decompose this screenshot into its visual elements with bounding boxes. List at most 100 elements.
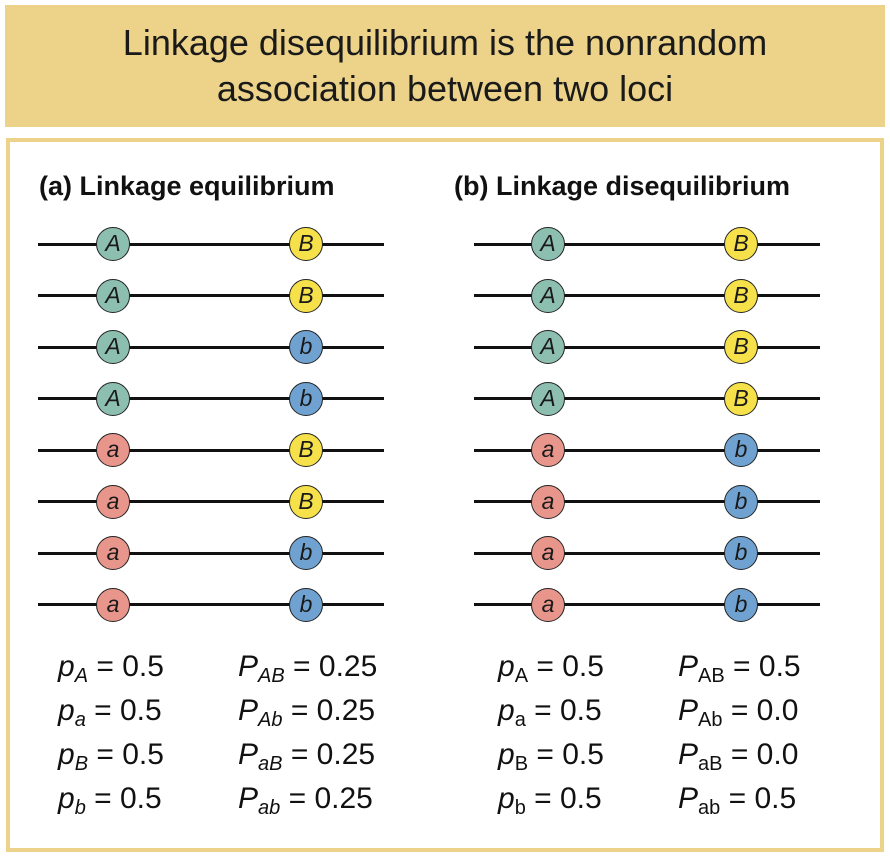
frequency-subscript: AB — [698, 665, 725, 687]
frequency-subscript: ab — [698, 797, 721, 819]
panel-b-allele-locus1: a — [531, 433, 565, 467]
panel-b-allele-locus1: A — [531, 381, 565, 416]
frequency-symbol: p — [498, 650, 515, 683]
panel-b-chromosome-line — [474, 345, 820, 349]
frequency-symbol: P — [238, 782, 259, 815]
panel-b-allele-locus1: a — [531, 484, 565, 519]
frequency-symbol: P — [678, 782, 699, 815]
frequency-subscript: a — [74, 709, 86, 731]
panel-b-chromosome-line — [474, 397, 820, 400]
panel-b-chromosome-line — [474, 500, 820, 503]
frequency-subscript: AB — [258, 665, 285, 687]
panel-b-allele-locus2: B — [724, 381, 758, 416]
frequency-subscript: ab — [258, 797, 281, 819]
panel-a-haplotype-freq: Pab = 0.25 — [238, 782, 373, 819]
panel-a-allele-locus2: B — [289, 278, 323, 313]
panel-a-chromosome-line — [38, 603, 384, 606]
frequency-symbol: P — [678, 650, 699, 683]
panel-a-haplotype-freq: PAb = 0.25 — [238, 694, 375, 731]
panel-a-chromosome-line — [38, 242, 384, 246]
panel-a-allele-freq: pB = 0.5 — [58, 738, 164, 775]
frequency-symbol: P — [238, 694, 259, 727]
panel-a-allele-locus1: A — [96, 330, 130, 364]
frequency-symbol: P — [678, 738, 699, 771]
frequency-subscript: A — [514, 665, 529, 687]
panel-b-chromosome-line — [474, 603, 820, 606]
frequency-subscript: A — [74, 665, 89, 687]
panel-a-chromosome-line — [38, 448, 384, 452]
panel-b-allele-locus2: B — [724, 278, 758, 313]
frequency-value: = 0.5 — [525, 694, 602, 727]
panel-a-chromosome-line — [38, 294, 384, 297]
frequency-symbol: p — [498, 694, 515, 727]
panel-a-allele-locus2: b — [289, 536, 323, 570]
panel-b-allele-freq: pa = 0.5 — [498, 694, 602, 731]
frequency-symbol: p — [58, 650, 75, 683]
frequency-value: = 0.5 — [88, 650, 164, 683]
panel-b-haplotype-freq: PAB = 0.5 — [678, 650, 801, 687]
panel-b-allele-freq: pA = 0.5 — [498, 650, 604, 687]
panel-a-allele-locus1: a — [96, 433, 130, 467]
frequency-subscript: aB — [698, 753, 723, 775]
panel-a-allele-freq: pa = 0.5 — [58, 694, 162, 731]
frequency-value: = 0.0 — [722, 738, 799, 771]
panel-a-allele-locus2: B — [289, 227, 323, 261]
frequency-value: = 0.5 — [88, 738, 164, 771]
panel-a-chromosome-line — [38, 500, 384, 503]
frequency-subscript: aB — [258, 753, 283, 775]
panel-b-allele-locus2: B — [724, 330, 758, 364]
panel-a-heading: (a) Linkage equilibrium — [39, 171, 335, 201]
frequency-symbol: P — [238, 738, 259, 771]
panel-a-allele-freq: pA = 0.5 — [58, 650, 164, 687]
panel-b-chromosome-line — [474, 551, 820, 555]
frequency-value: = 0.5 — [528, 738, 604, 771]
panel-a-chromosome-line — [38, 397, 384, 400]
frequency-symbol: p — [498, 782, 515, 815]
panel-b-allele-locus1: a — [531, 587, 565, 622]
frequency-subscript: Ab — [698, 709, 723, 731]
frequency-value: = 0.25 — [284, 650, 378, 683]
frequency-value: = 0.5 — [528, 650, 604, 683]
panel-a-allele-locus1: a — [96, 536, 130, 570]
frequency-symbol: p — [58, 782, 75, 815]
panel-b-allele-locus2: b — [724, 433, 758, 467]
frequency-value: = 0.25 — [282, 738, 376, 771]
panel-b-chromosome-line — [474, 448, 820, 452]
frequency-symbol: p — [498, 738, 515, 771]
panel-a-haplotype-freq: PAB = 0.25 — [238, 650, 377, 687]
panel-b-allele-locus1: A — [531, 278, 565, 313]
frequency-symbol: P — [678, 694, 699, 727]
frequency-subscript: a — [514, 709, 526, 731]
panel-a-allele-locus2: B — [289, 484, 323, 519]
panel-b-haplotype-freq: PaB = 0.0 — [678, 738, 798, 775]
panel-b-allele-locus2: b — [724, 587, 758, 622]
panel-b-allele-locus2: B — [724, 227, 758, 261]
panel-a-allele-locus1: a — [96, 484, 130, 519]
panel-a-allele-locus2: B — [289, 433, 323, 467]
frequency-value: = 0.0 — [722, 694, 799, 727]
panel-a-allele-locus2: b — [289, 381, 323, 416]
panel-a-allele-freq: pb = 0.5 — [58, 782, 162, 819]
frequency-symbol: P — [238, 650, 259, 683]
panel-a-allele-locus1: A — [96, 278, 130, 313]
panel-b-heading: (b) Linkage disequilibrium — [454, 171, 791, 201]
frequency-subscript: b — [514, 797, 526, 819]
frequency-subscript: B — [514, 753, 529, 775]
frequency-value: = 0.25 — [282, 694, 376, 727]
panel-b-allele-locus2: b — [724, 536, 758, 570]
frequency-subscript: Ab — [258, 709, 283, 731]
panel-b-allele-locus1: A — [531, 330, 565, 364]
frequency-value: = 0.25 — [280, 782, 373, 815]
frequency-symbol: p — [58, 694, 75, 727]
panel-b-chromosome-line — [474, 294, 820, 297]
panel-a-allele-locus2: b — [289, 330, 323, 364]
panel-a-chromosome-line — [38, 551, 384, 555]
panel-a-chromosome-line — [38, 345, 384, 349]
panel-b-allele-freq: pB = 0.5 — [498, 738, 604, 775]
panel-b-allele-freq: pb = 0.5 — [498, 782, 602, 819]
panel-b-haplotype-freq: PAb = 0.0 — [678, 694, 798, 731]
panel-a-allele-locus2: b — [289, 587, 323, 622]
frequency-value: = 0.5 — [525, 782, 602, 815]
frequency-value: = 0.5 — [85, 694, 162, 727]
figure-title: Linkage disequilibrium is the nonrandom … — [122, 22, 768, 109]
